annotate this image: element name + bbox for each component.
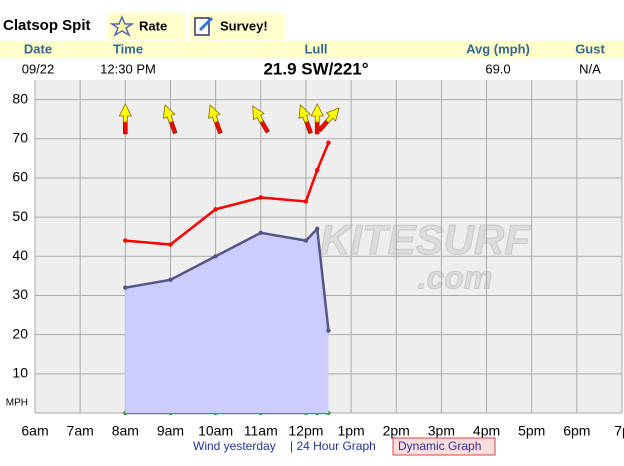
y-tick-label: 70 [12, 129, 28, 145]
point [213, 254, 218, 259]
area [125, 228, 329, 413]
link-24-hour[interactable]: | 24 Hour Graph [290, 439, 376, 453]
point [213, 207, 218, 212]
point [258, 195, 263, 200]
y-tick-label: 30 [12, 286, 28, 302]
watermark: .com [418, 259, 493, 295]
x-tick-label: 5pm [518, 423, 545, 439]
dynamic-graph-box [392, 437, 496, 456]
column-value: 12:30 PM [100, 61, 156, 76]
x-tick-label: 4pm [473, 423, 500, 439]
x-tick-label: 2pm [383, 423, 410, 439]
x-tick-label: 6pm [563, 423, 590, 439]
x-tick-label: 1pm [337, 423, 364, 439]
x-tick-label: 3pm [428, 423, 455, 439]
link-dynamic[interactable]: Dynamic Graph [398, 439, 481, 453]
point [168, 277, 173, 282]
x-tick-label: 11am [244, 423, 278, 439]
wind-arrow [208, 104, 223, 135]
y-tick-label: 40 [12, 247, 28, 263]
arrow-head [325, 107, 340, 124]
point [258, 230, 263, 235]
star-icon [109, 15, 135, 37]
column-header: Avg (mph) [466, 41, 530, 56]
x-tick-label: 10am [198, 423, 233, 439]
column-header: Date [24, 41, 52, 56]
x-tick-label: 9am [157, 423, 184, 439]
column-value: 21.9 SW/221° [263, 59, 368, 78]
wind-arrow [162, 104, 178, 135]
point [303, 199, 309, 204]
column-value: N/A [579, 61, 601, 76]
arrow-head [162, 104, 176, 124]
table-header-row [0, 41, 624, 58]
x-tick-label: 7am [67, 423, 94, 439]
survey-label[interactable]: Survey! [220, 18, 268, 33]
station-name: Clatsop Spit [3, 17, 91, 34]
wind-arrow [310, 103, 324, 135]
point [303, 238, 309, 243]
x-tick-label: 8am [112, 423, 139, 439]
point [315, 226, 320, 232]
rate-label[interactable]: Rate [139, 18, 167, 33]
y-tick-label: MPH [6, 398, 28, 409]
pencil-icon [198, 16, 214, 32]
wind-arrow [298, 104, 313, 135]
column-value: 69.0 [485, 61, 510, 76]
y-tick-label: 10 [12, 365, 28, 381]
link-wind-yesterday[interactable]: Wind yesterday [193, 439, 276, 453]
y-tick-label: 80 [12, 90, 28, 106]
y-tick-label: 50 [12, 208, 28, 224]
x-tick-label: 6am [21, 423, 48, 439]
point [326, 140, 331, 145]
wind-arrow [317, 107, 340, 133]
column-header: Lull [304, 41, 327, 56]
arrow-head [118, 103, 132, 123]
arrow-head [310, 103, 324, 123]
wind-arrow [118, 103, 132, 135]
point [168, 242, 173, 247]
y-tick-label: 60 [12, 169, 28, 185]
column-header: Time [113, 41, 143, 56]
y-tick-label: 20 [12, 325, 28, 341]
point [123, 238, 128, 243]
point [123, 285, 128, 290]
wind-arrow [252, 105, 270, 134]
point [315, 167, 320, 173]
point [326, 328, 331, 333]
arrow-head [252, 105, 265, 124]
arrow-head [208, 104, 221, 124]
column-header: Gust [575, 41, 605, 56]
x-tick-label: 12pm [288, 423, 323, 439]
x-tick-label: 7p [614, 423, 624, 439]
column-value: 09/22 [22, 61, 55, 76]
watermark: KITESURF [320, 216, 531, 263]
arrow-head [298, 104, 311, 124]
